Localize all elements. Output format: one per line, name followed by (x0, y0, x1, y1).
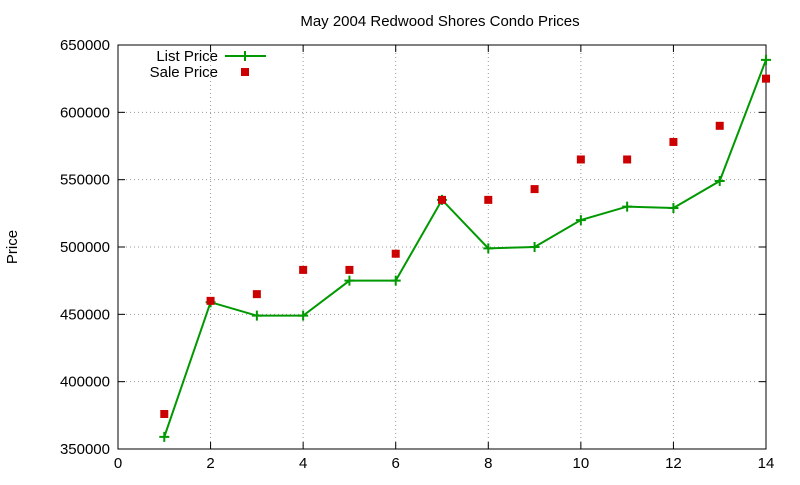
sale-price-point (623, 155, 632, 164)
y-tick-label: 450000 (60, 306, 110, 323)
sale-price-point (391, 249, 400, 258)
y-tick-label: 650000 (60, 37, 110, 54)
list-price-point (761, 54, 771, 65)
legend-marker-sale-price (241, 68, 249, 76)
sale-price-point (669, 137, 678, 146)
list-price-line (163, 59, 767, 438)
series (159, 54, 771, 442)
x-tick-label: 6 (392, 455, 400, 472)
x-tick-label: 12 (665, 455, 682, 472)
sale-price-point (345, 265, 354, 274)
sale-price-point (252, 290, 261, 299)
list-price-point (529, 242, 540, 252)
x-tick-label: 14 (758, 455, 775, 472)
list-price-point (483, 243, 494, 254)
sale-price-point (576, 155, 585, 164)
x-tick-label: 10 (573, 455, 590, 472)
sale-price-point (299, 265, 308, 274)
sale-price-point (762, 74, 770, 83)
sale-price-point (715, 121, 724, 130)
x-tick-label: 8 (484, 455, 492, 472)
axis-ticks: 0 2 4 6 8 10 12 14 350000 400000 450000 500000 55000… (60, 37, 774, 472)
legend-label-list-price: List Price (156, 48, 218, 65)
list-price-point (575, 215, 586, 226)
list-price-point (251, 310, 262, 321)
list-price-point (298, 310, 309, 321)
x-tick-label: 0 (114, 455, 122, 472)
list-price-point (714, 176, 725, 187)
legend-marker-list-price (240, 51, 250, 61)
list-price-point (622, 201, 633, 212)
grid (118, 45, 766, 449)
series-list-price (159, 54, 771, 442)
x-tick-label: 2 (206, 455, 214, 472)
legend-label-sale-price: Sale Price (150, 64, 218, 81)
y-tick-label: 550000 (60, 172, 110, 189)
sale-price-point (160, 409, 169, 418)
list-price-point (390, 275, 401, 286)
chart-title: May 2004 Redwood Shores Condo Prices (300, 13, 579, 30)
sale-price-point (206, 296, 215, 305)
sale-price-point (438, 195, 446, 204)
list-price-point (344, 275, 355, 286)
list-price-point (668, 202, 679, 213)
x-tick-label: 4 (299, 455, 307, 472)
y-tick-label: 500000 (60, 239, 110, 256)
y-tick-label: 400000 (60, 374, 110, 391)
sale-price-point (484, 195, 493, 204)
list-price-point (159, 431, 170, 442)
y-axis-label: Price (4, 230, 21, 264)
y-tick-label: 600000 (60, 104, 110, 121)
sale-price-point (530, 185, 539, 194)
series-sale-price (160, 74, 770, 418)
y-tick-label: 350000 (60, 441, 110, 458)
